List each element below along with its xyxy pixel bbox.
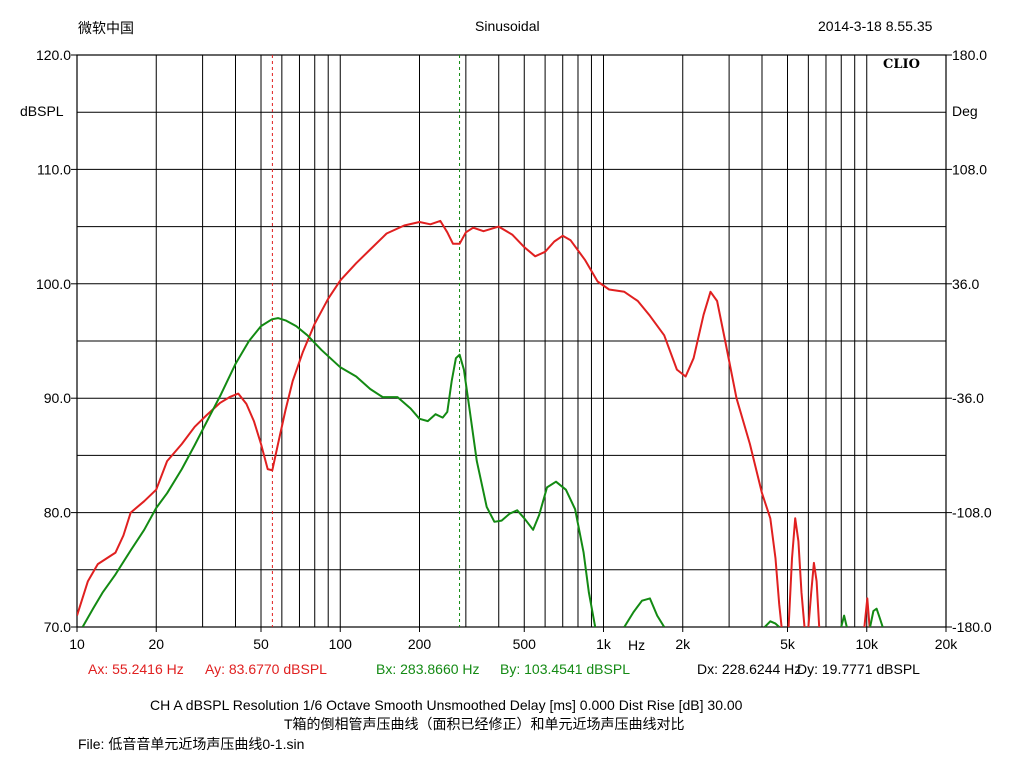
red-response-curve	[77, 219, 783, 627]
x-axis-unit-label: Hz	[628, 637, 646, 653]
x-tick-label: 200	[408, 636, 432, 652]
x-tick-label: 500	[513, 636, 537, 652]
y-tick-label: 90.0	[44, 390, 71, 406]
x-tick-label: 10	[69, 636, 85, 652]
cursor-b-level: By: 103.4541 dBSPL	[500, 661, 630, 677]
header-left-text: 微软中国	[78, 20, 134, 36]
x-tick-label: 20k	[935, 636, 959, 652]
green-response-curve	[764, 620, 780, 627]
measurement-type: Sinusoidal	[475, 18, 540, 34]
y2-tick-label: 180.0	[952, 47, 987, 63]
cursor-b-frequency: Bx: 283.8660 Hz	[376, 661, 480, 677]
cursor-a-level: Ay: 83.6770 dBSPL	[205, 661, 327, 677]
y2-tick-label: -36.0	[952, 390, 984, 406]
green-response-curve	[840, 614, 848, 627]
cursor-a-frequency: Ax: 55.2416 Hz	[88, 661, 184, 677]
y2-tick-label: -180.0	[952, 619, 992, 635]
x-tick-label: 1k	[596, 636, 612, 652]
x-tick-label: 10k	[855, 636, 879, 652]
green-response-curve	[623, 597, 666, 627]
plot-frame	[76, 54, 947, 628]
green-response-curve	[81, 317, 597, 627]
cursor-delta-frequency: Dx: 228.6244 Hz	[697, 661, 802, 677]
timestamp: 2014-3-18 8.55.35	[818, 18, 933, 34]
red-response-curve	[863, 597, 871, 627]
x-tick-label: 20	[148, 636, 164, 652]
y-tick-label: 80.0	[44, 505, 71, 521]
red-response-curve	[787, 517, 806, 627]
y2-tick-label: -108.0	[952, 505, 992, 521]
y-axis-label: dBSPL	[20, 103, 64, 119]
y-tick-label: 110.0	[37, 161, 71, 177]
file-name: File: 低音音单元近场声压曲线0-1.sin	[78, 736, 305, 752]
cursor-delta-level: Dy: 19.7771 dBSPL	[797, 661, 920, 677]
x-tick-label: 50	[253, 636, 269, 652]
measurement-settings: CH A dBSPL Resolution 1/6 Octave Smooth …	[150, 697, 743, 713]
y-tick-label: 120.0	[36, 47, 71, 63]
chart-caption: T箱的倒相管声压曲线（面积已经修正）和单元近场声压曲线对比	[284, 716, 685, 732]
y-tick-label: 70.0	[44, 619, 71, 635]
y2-axis-label: Deg	[952, 103, 978, 119]
x-tick-label: 5k	[780, 636, 796, 652]
y2-tick-label: 108.0	[952, 161, 987, 177]
clio-logo: CLIO	[883, 57, 920, 72]
y2-tick-label: 36.0	[952, 276, 979, 292]
green-response-curve	[869, 607, 884, 627]
y-tick-label: 100.0	[36, 276, 71, 292]
x-tick-label: 100	[329, 636, 353, 652]
x-tick-label: 2k	[675, 636, 691, 652]
red-response-curve	[807, 561, 821, 627]
